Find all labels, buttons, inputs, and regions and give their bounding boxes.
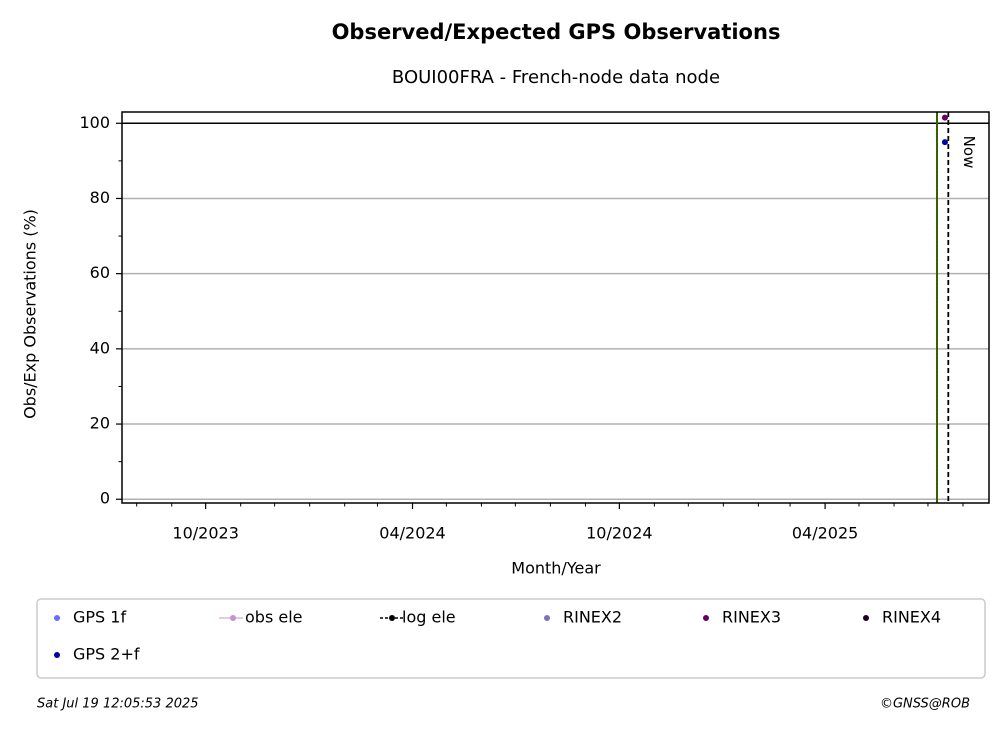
data-point [941, 114, 948, 121]
y-tick-label: 40 [90, 338, 110, 357]
plot-frame [121, 111, 990, 504]
legend-marker [54, 615, 60, 621]
chart-title: Observed/Expected GPS Observations [332, 20, 781, 44]
legend-marker [389, 615, 395, 621]
x-axis-label: Month/Year [511, 559, 601, 578]
y-tick-label: 20 [90, 414, 110, 433]
legend-label: RINEX2 [563, 608, 622, 627]
legend-marker [544, 615, 550, 621]
y-tick-label: 80 [90, 188, 110, 207]
legend-box [36, 598, 986, 679]
y-tick-label: 60 [90, 263, 110, 282]
now-label: Now [960, 136, 978, 169]
legend-marker [54, 652, 60, 658]
legend-label: log ele [402, 608, 456, 627]
legend-marker [703, 615, 709, 621]
y-tick-label: 0 [100, 489, 110, 508]
chart-subtitle: BOUI00FRA - French-node data node [392, 67, 720, 88]
legend-label: RINEX4 [882, 608, 941, 627]
y-tick-label: 100 [79, 113, 110, 132]
legend-label: GPS 2+f [73, 645, 140, 664]
legend-label: obs ele [245, 608, 303, 627]
footer-right: ©GNSS@ROB [880, 697, 970, 712]
legend-label: GPS 1f [73, 608, 126, 627]
legend-marker [863, 615, 869, 621]
legend-marker [230, 615, 236, 621]
x-tick-label: 10/2023 [172, 524, 238, 543]
x-tick-label: 10/2024 [586, 524, 652, 543]
footer-left: Sat Jul 19 12:05:53 2025 [37, 697, 199, 712]
legend-label: RINEX3 [722, 608, 781, 627]
x-tick-label: 04/2025 [792, 524, 858, 543]
data-point [941, 139, 948, 146]
x-tick-label: 04/2024 [379, 524, 445, 543]
y-axis-label: Obs/Exp Observations (%) [21, 209, 40, 419]
